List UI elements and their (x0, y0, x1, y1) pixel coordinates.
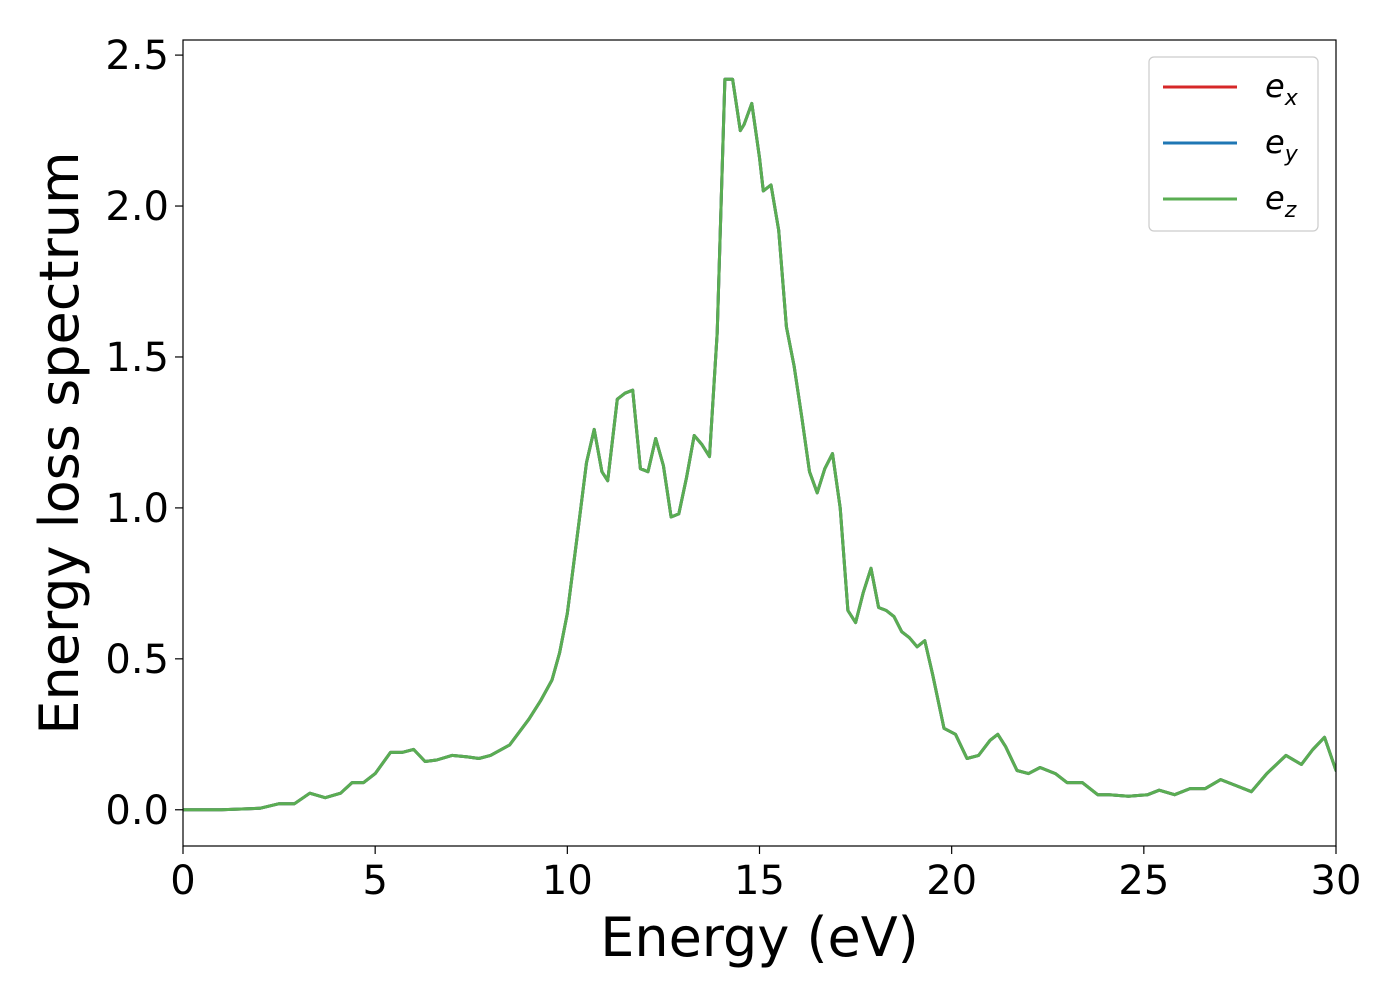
series-layer (183, 77, 1336, 812)
x-tick-label: 25 (1118, 858, 1169, 904)
x-axis-label: Energy (eV) (600, 906, 919, 969)
x-tick-label: 10 (542, 858, 593, 904)
axes-layer: 0 5 10 15 20 25 30 0.0 0.5 1.0 1.5 2.0 2.5 (105, 33, 1361, 904)
legend-label-ez: ez (1265, 179, 1297, 223)
y-tick-label: 0.5 (105, 637, 169, 683)
y-tick-label: 2.0 (105, 184, 169, 230)
x-tick-label: 15 (734, 858, 785, 904)
x-tick-label: 5 (362, 858, 387, 904)
y-axis-label: Energy loss spectrum (28, 151, 91, 734)
y-tick-label: 2.5 (105, 33, 169, 79)
legend-label-ey: ey (1265, 123, 1299, 167)
legend: ex ey ez (1148, 56, 1319, 232)
y-tick-label: 1.5 (105, 335, 169, 381)
series-line-ez (183, 77, 1336, 812)
x-tick-label: 0 (170, 858, 195, 904)
y-tick-label: 0.0 (105, 788, 169, 834)
x-tick-label: 20 (926, 858, 977, 904)
x-tick-label: 30 (1311, 858, 1362, 904)
legend-label-ex: ex (1265, 67, 1299, 111)
y-tick-label: 1.0 (105, 486, 169, 532)
